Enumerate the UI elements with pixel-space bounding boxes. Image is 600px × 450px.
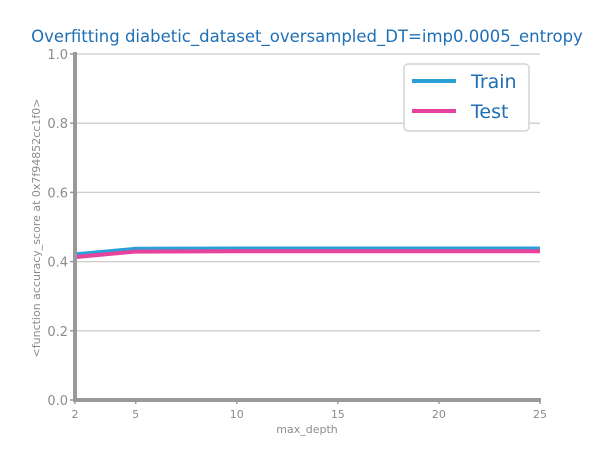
x-tick-label: 20	[432, 408, 446, 421]
y-tick-label: 0.6	[47, 186, 68, 201]
x-tick-label: 5	[132, 408, 139, 421]
legend-label-train: Train	[470, 71, 517, 93]
y-tick-label: 0.8	[47, 117, 68, 132]
legend-label-test: Test	[470, 101, 508, 123]
x-tick-label: 15	[331, 408, 345, 421]
x-tick-labels: 2 5 10 15 20 25	[72, 400, 547, 421]
x-tick-label: 25	[533, 408, 547, 421]
series-lines	[74, 246, 540, 260]
series-line-train	[74, 246, 540, 257]
chart-title: Overfitting diabetic_dataset_oversampled…	[31, 27, 583, 47]
y-tick-label: 1.0	[47, 48, 68, 63]
y-axis-label: <function accuracy_score at 0x7f94852cc1…	[30, 99, 43, 358]
y-tick-label: 0.4	[47, 256, 68, 271]
x-axis-label: max_depth	[276, 423, 338, 436]
x-tick-label: 2	[72, 408, 79, 421]
legend: Train Test	[403, 63, 530, 132]
x-tick-label: 10	[230, 408, 244, 421]
y-tick-label: 0.0	[47, 394, 68, 409]
y-tick-label: 0.2	[47, 325, 68, 340]
series-line-test	[74, 249, 540, 260]
y-tick-labels: 0.0 0.2 0.4 0.6 0.8 1.0	[47, 48, 75, 409]
